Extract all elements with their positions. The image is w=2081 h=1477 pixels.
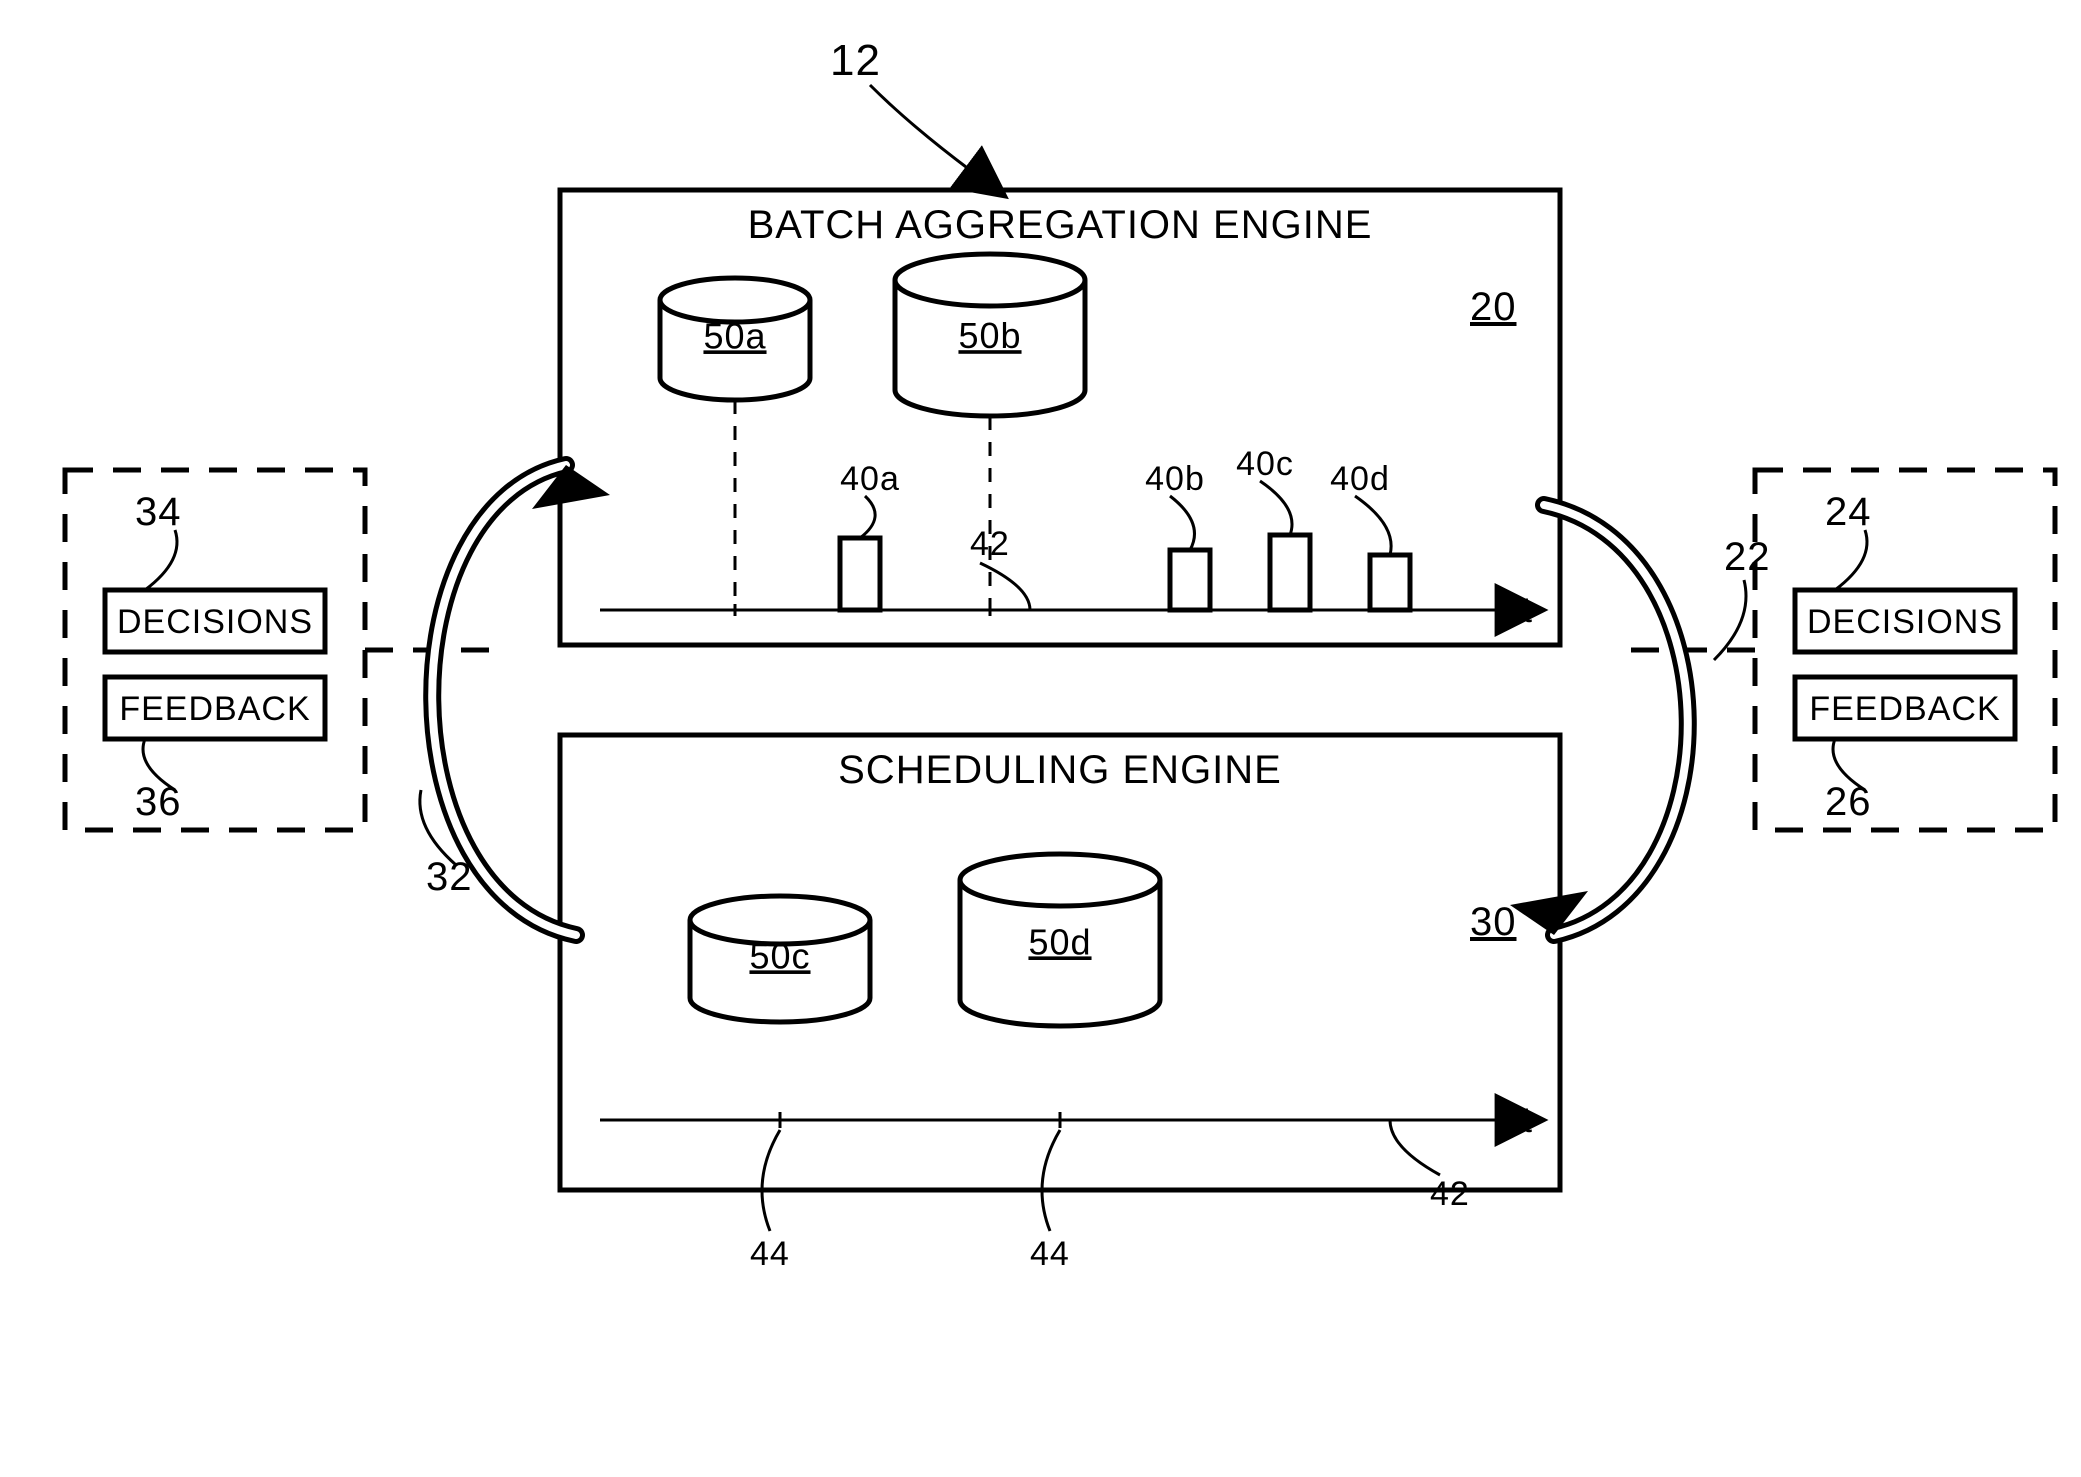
axis-label: t [1522,589,1533,630]
cyl-label-50d: 50d [1028,921,1091,962]
right-ref-top: 24 [1825,490,1872,534]
top-ref-42: 42 [970,525,1010,563]
bar-label-40a: 40a [840,460,900,498]
arrow-ref-22: 22 [1724,535,1771,579]
cylinder-50a: 50a [660,278,810,400]
bottom-box-title: SCHEDULING ENGINE [838,748,1282,792]
left-ref-bottom: 36 [135,780,182,824]
bar-label-40b: 40b [1145,460,1205,498]
bar-40c [1270,535,1310,610]
left-decisions-label: DECISIONS [117,603,313,641]
figure-ref-leader [870,85,970,170]
left-ref-top: 34 [135,490,182,534]
bar-40b [1170,550,1210,610]
cylinder-50b: 50b [895,254,1085,416]
cylinder-50d: 50d [960,854,1160,1026]
axis-label: t [1522,1099,1533,1140]
tick-ref-44: 44 [750,1235,790,1273]
right-ref-bottom: 26 [1825,780,1872,824]
bar-label-40c: 40c [1236,445,1294,483]
right-decisions-label: DECISIONS [1807,603,2003,641]
cyl-label-50a: 50a [703,315,766,356]
bottom-box-ref: 30 [1470,900,1517,944]
bar-40d [1370,555,1410,610]
top-box-title: BATCH AGGREGATION ENGINE [748,203,1373,247]
right-feedback-label: FEEDBACK [1809,690,2000,728]
bar-label-40d: 40d [1330,460,1390,498]
left-feedback-label: FEEDBACK [119,690,310,728]
cyl-label-50b: 50b [958,315,1021,356]
arrow-ref-32: 32 [426,855,473,899]
cyl-label-50c: 50c [749,935,810,976]
bottom-ref-42: 42 [1430,1175,1470,1213]
figure-ref: 12 [830,36,881,85]
tick-ref-44: 44 [1030,1235,1070,1273]
bar-40a [840,538,880,610]
cylinder-50c: 50c [690,896,870,1022]
top-box-ref: 20 [1470,285,1517,329]
